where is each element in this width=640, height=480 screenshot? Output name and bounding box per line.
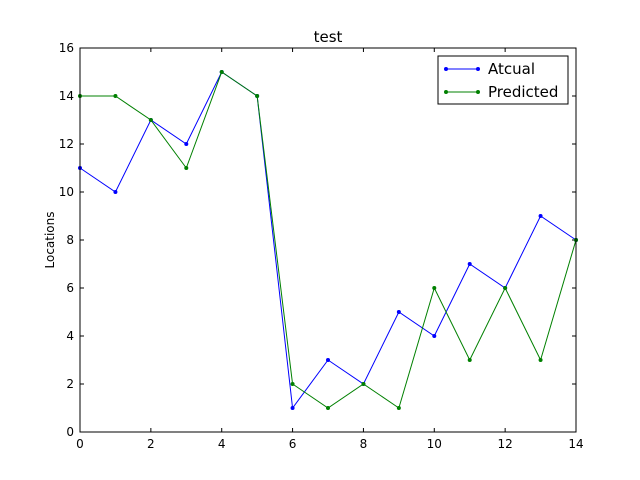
x-tick-label: 4: [218, 437, 226, 451]
data-point-series-0: [432, 334, 437, 338]
data-point-series-0: [113, 190, 118, 194]
data-point-series-1: [148, 118, 153, 122]
data-point-series-1: [432, 286, 437, 290]
series-layer: [78, 70, 578, 410]
data-point-series-0: [538, 214, 543, 218]
y-tick-label: 4: [66, 329, 74, 343]
y-tick-label: 2: [66, 377, 74, 391]
data-point-series-1: [361, 382, 366, 386]
chart-title: test: [314, 28, 343, 46]
data-point-series-1: [503, 286, 508, 290]
x-tick-label: 8: [360, 437, 368, 451]
legend: Atcual Predicted: [437, 55, 569, 105]
legend-marker-predicted: [444, 90, 448, 94]
legend-marker-actual: [444, 67, 448, 71]
data-point-series-0: [396, 310, 401, 314]
data-point-series-1: [219, 70, 224, 74]
y-tick-label: 14: [59, 89, 74, 103]
legend-label-predicted: Predicted: [488, 83, 558, 101]
y-tick-label: 8: [66, 233, 74, 247]
data-point-series-0: [326, 358, 330, 362]
plot-frame: [79, 47, 577, 433]
x-tick-label: 2: [147, 437, 155, 451]
x-tick-label: 0: [76, 437, 84, 451]
data-point-series-0: [184, 142, 189, 146]
y-tick-label: 16: [59, 41, 74, 55]
legend-label-actual: Atcual: [488, 60, 535, 78]
data-point-series-1: [467, 358, 472, 362]
data-point-series-1: [113, 94, 118, 98]
y-tick-label: 12: [59, 137, 74, 151]
data-point-series-1: [255, 94, 260, 98]
y-tick-label: 0: [66, 425, 74, 439]
data-point-series-1: [396, 406, 401, 410]
y-tick-label: 6: [66, 281, 74, 295]
x-tick-label: 6: [289, 437, 297, 451]
legend-marker-actual: [476, 67, 480, 71]
data-point-series-1: [538, 358, 543, 362]
data-point-series-0: [290, 406, 295, 410]
data-point-series-0: [467, 262, 472, 266]
x-tick-label: 14: [568, 437, 583, 451]
data-point-series-1: [184, 166, 189, 170]
y-tick-label: 10: [59, 185, 74, 199]
legend-box: [437, 55, 569, 105]
x-tick-label: 10: [427, 437, 442, 451]
y-axis-label: Locations: [43, 211, 57, 268]
data-point-series-1: [326, 406, 330, 410]
data-point-series-1: [290, 382, 295, 386]
x-tick-label: 12: [498, 437, 513, 451]
y-axis-ticks: 0 2 4 6 8 10 12 14 16: [59, 41, 576, 439]
legend-marker-predicted: [476, 90, 480, 94]
